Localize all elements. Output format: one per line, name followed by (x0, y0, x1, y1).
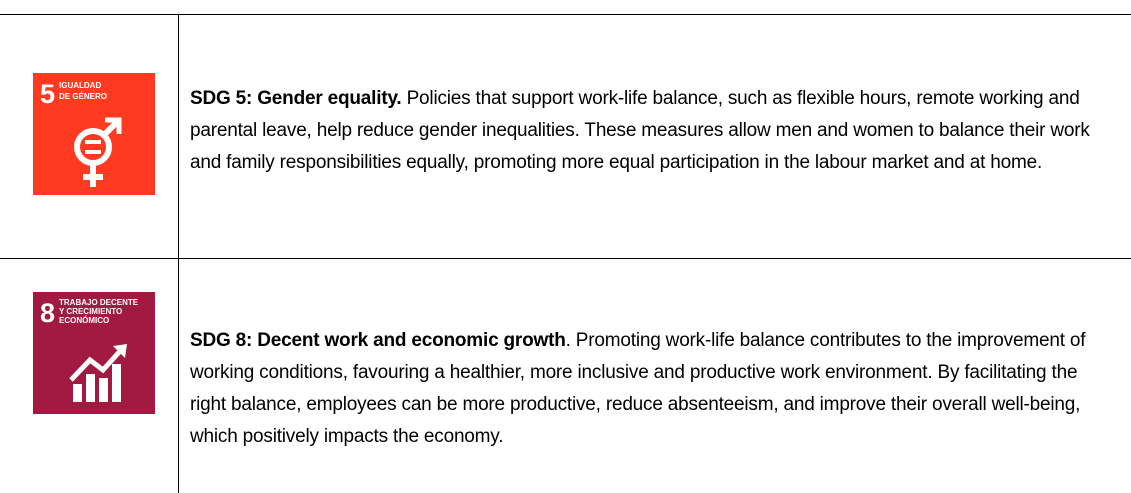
row-heading: SDG 5: Gender equality. (190, 88, 402, 109)
row-body: Policies that support work-life balance,… (190, 88, 1090, 173)
sdg8-icon: 8 TRABAJO DECENTE Y CRECIMIENTO ECONÓMIC… (33, 292, 155, 414)
equal-sign (85, 140, 101, 154)
icon-label: Y CRECIMIENTO (59, 307, 122, 316)
icon-number: 8 (40, 298, 55, 328)
arrow-head (113, 344, 127, 358)
icon-number: 5 (40, 79, 55, 109)
row-heading: SDG 8: Decent work and economic growth (190, 330, 566, 351)
row-body: . Promoting work-life balance contribute… (190, 330, 1086, 447)
growth-symbol (73, 364, 121, 402)
column-divider (178, 14, 179, 493)
sdg5-icon: 5 IGUALDAD DE GÉNERO (33, 73, 155, 195)
icon-label: IGUALDAD (59, 81, 101, 90)
gender-symbol (74, 117, 122, 187)
icon-label: DE GÉNERO (59, 92, 107, 101)
growth-arrow (69, 348, 123, 382)
icon-label: TRABAJO DECENTE (59, 298, 139, 307)
icon-label: ECONÓMICO (59, 316, 109, 325)
table-border-top (0, 14, 1131, 15)
row-text: SDG 8: Decent work and economic growth. … (190, 325, 1110, 453)
row-divider (0, 258, 1131, 259)
row-text: SDG 5: Gender equality. Policies that su… (190, 83, 1110, 179)
